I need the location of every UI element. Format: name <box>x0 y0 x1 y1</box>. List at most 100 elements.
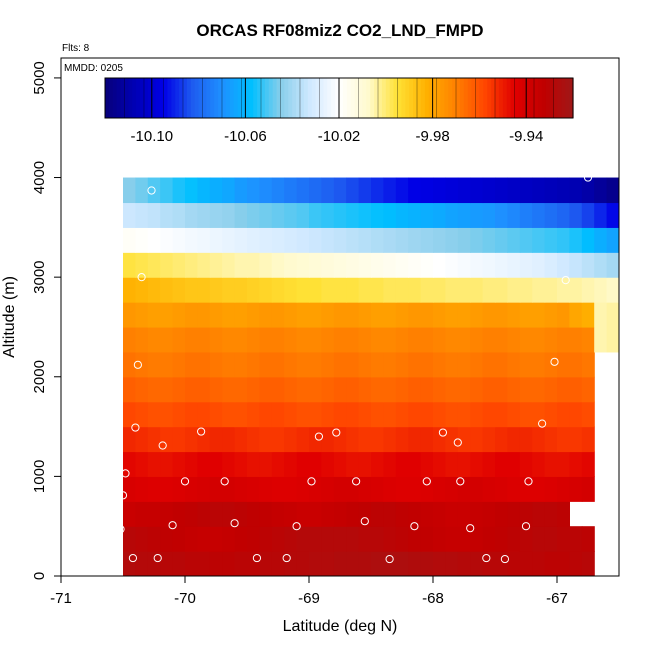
heatmap-cell <box>247 526 260 552</box>
heatmap-cell <box>495 277 508 303</box>
colorbar-segment <box>534 78 539 118</box>
heatmap-cell <box>346 426 360 453</box>
heatmap-cell <box>544 177 558 204</box>
heatmap-cell <box>445 277 459 303</box>
flight-point <box>385 554 394 564</box>
colorbar-segment <box>155 78 161 118</box>
heatmap-cell <box>259 227 273 253</box>
heatmap-cell <box>408 401 422 428</box>
colorbar-segment <box>537 78 543 118</box>
heatmap-cell <box>371 202 384 228</box>
x-tick-label: -70 <box>174 590 196 607</box>
heatmap-cell <box>147 326 161 353</box>
heatmap-cell <box>495 376 508 403</box>
heatmap-cell <box>222 177 236 204</box>
colorbar-segment <box>292 78 297 118</box>
colorbar-segment <box>175 78 180 118</box>
flight-point <box>410 522 419 531</box>
heatmap-cell <box>160 451 174 477</box>
heatmap-cell <box>420 227 434 253</box>
heatmap-cell <box>457 326 471 353</box>
heatmap-cell <box>234 426 248 453</box>
colorbar-segment <box>374 78 379 118</box>
heatmap-cell <box>532 302 546 328</box>
heatmap-cell <box>619 178 632 204</box>
heatmap-cell <box>544 501 558 527</box>
colorbar-segment <box>116 78 122 118</box>
heatmap-cell <box>408 277 422 303</box>
heatmap-cell <box>544 252 558 278</box>
colorbar-segment <box>151 78 157 118</box>
heatmap-cell <box>482 426 496 453</box>
heatmap-cell <box>209 476 223 502</box>
heatmap-cell <box>495 252 508 278</box>
heatmap-cell <box>395 501 409 527</box>
colorbar-segment <box>506 78 512 118</box>
heatmap-cell <box>457 476 471 502</box>
heatmap-cell <box>234 302 248 328</box>
heatmap-cell <box>433 526 446 552</box>
heatmap-cell <box>321 551 335 576</box>
heatmap-cell <box>420 551 434 576</box>
heatmap-cell <box>197 326 211 353</box>
heatmap-cell <box>247 476 260 502</box>
heatmap-cell <box>346 501 360 527</box>
heatmap-cell <box>408 376 422 403</box>
heatmap-cell <box>185 326 198 353</box>
heatmap-cell <box>309 501 322 527</box>
colorbar-segment <box>147 78 153 118</box>
heatmap-cell <box>594 252 608 278</box>
colorbar-segment <box>245 78 250 118</box>
heatmap-cell <box>371 177 384 204</box>
heatmap-cell <box>247 302 260 328</box>
colorbar-segment <box>475 78 480 118</box>
colorbar-segment <box>264 78 270 118</box>
heatmap-cell <box>259 401 273 428</box>
heatmap-cell <box>234 227 248 253</box>
heatmap-cell <box>371 326 384 353</box>
heatmap-cell <box>569 351 583 378</box>
colorbar-segment <box>339 78 344 118</box>
heatmap-cell <box>544 351 558 378</box>
heatmap-cell <box>197 426 211 453</box>
heatmap-cell <box>222 302 236 328</box>
heatmap-cell <box>395 277 409 303</box>
heatmap-cell <box>296 351 310 378</box>
heatmap-cell <box>457 277 471 303</box>
heatmap-cell <box>160 401 174 428</box>
colorbar-segment <box>456 78 461 118</box>
heatmap-cell <box>395 476 409 502</box>
heatmap-cell <box>358 551 372 576</box>
heatmap-cell <box>123 501 136 527</box>
heatmap-cell <box>271 526 285 552</box>
heatmap-cell <box>234 177 248 204</box>
heatmap-cell <box>457 401 471 428</box>
colorbar-segment <box>467 78 473 118</box>
heatmap-cell <box>247 351 260 378</box>
heatmap-cell <box>408 476 422 502</box>
heatmap-cell <box>544 551 558 576</box>
heatmap-cell <box>532 551 546 576</box>
heatmap-cell <box>532 426 546 453</box>
heatmap-cell <box>408 551 422 576</box>
y-tick-label: 2000 <box>31 360 48 393</box>
heatmap-cell <box>147 451 161 477</box>
colorbar-segment <box>346 78 352 118</box>
flight-point <box>360 517 369 526</box>
heatmap-cell <box>507 302 521 328</box>
y-tick-label: 0 <box>31 572 48 580</box>
heatmap-cell <box>271 202 285 228</box>
colorbar-segment <box>261 78 266 118</box>
heatmap-cell <box>482 451 496 477</box>
heatmap-cell <box>482 526 496 552</box>
heatmap-cell <box>284 227 298 253</box>
heatmap-cell <box>495 501 508 527</box>
heatmap-cell <box>147 177 161 204</box>
colorbar-segment <box>171 78 176 118</box>
heatmap-cell <box>371 376 384 403</box>
heatmap-cell <box>346 326 360 353</box>
heatmap-cell <box>420 451 434 477</box>
heatmap-cell <box>333 277 347 303</box>
heatmap-cell <box>197 202 211 228</box>
heatmap-cell <box>519 177 533 204</box>
